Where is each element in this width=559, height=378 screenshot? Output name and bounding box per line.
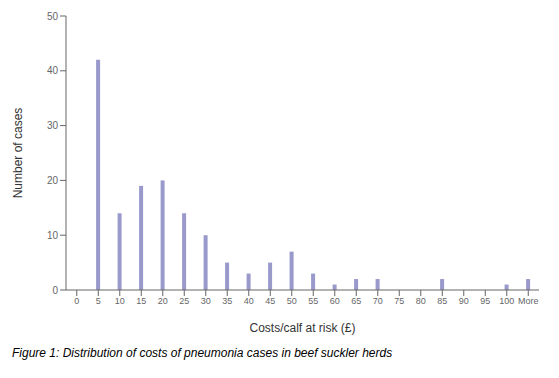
svg-text:50: 50 <box>287 296 297 306</box>
svg-text:40: 40 <box>244 296 254 306</box>
svg-text:More: More <box>518 296 539 306</box>
svg-text:10: 10 <box>115 296 125 306</box>
svg-text:45: 45 <box>265 296 275 306</box>
svg-text:15: 15 <box>136 296 146 306</box>
svg-text:90: 90 <box>459 296 469 306</box>
svg-text:35: 35 <box>222 296 232 306</box>
svg-text:20: 20 <box>158 296 168 306</box>
svg-text:85: 85 <box>437 296 447 306</box>
svg-text:30: 30 <box>201 296 211 306</box>
svg-text:Costs/calf at risk (£): Costs/calf at risk (£) <box>249 321 355 335</box>
svg-text:Number of cases: Number of cases <box>11 108 25 199</box>
svg-text:0: 0 <box>52 285 58 296</box>
svg-text:75: 75 <box>394 296 404 306</box>
svg-text:40: 40 <box>47 65 59 76</box>
svg-text:65: 65 <box>351 296 361 306</box>
svg-text:100: 100 <box>499 296 514 306</box>
svg-text:25: 25 <box>179 296 189 306</box>
svg-text:60: 60 <box>330 296 340 306</box>
svg-text:30: 30 <box>47 120 59 131</box>
html-text:Figure 1: Distribution of cost: Figure 1: Distribution of costs of pneum… <box>12 346 393 360</box>
svg-text:70: 70 <box>373 296 383 306</box>
svg-text:95: 95 <box>480 296 490 306</box>
svg-text:10: 10 <box>47 230 59 241</box>
svg-text:55: 55 <box>308 296 318 306</box>
svg-text:5: 5 <box>96 296 101 306</box>
svg-text:20: 20 <box>47 175 59 186</box>
svg-text:50: 50 <box>47 11 59 22</box>
svg-text:0: 0 <box>74 296 79 306</box>
svg-text:80: 80 <box>416 296 426 306</box>
